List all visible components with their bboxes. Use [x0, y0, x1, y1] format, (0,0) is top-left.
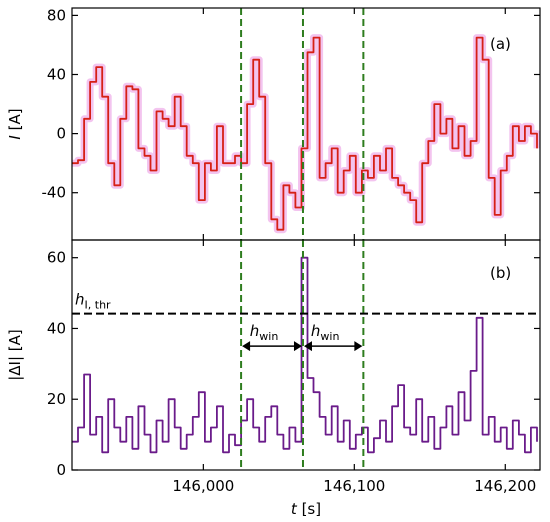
- y-axis-label-var: I: [6, 135, 24, 140]
- y-tick-label: -40: [42, 184, 67, 202]
- threshold-label-sub: I, thr: [85, 299, 112, 312]
- threshold-label-main: h: [75, 291, 85, 309]
- panel-label: (a): [490, 35, 511, 53]
- window-label-sub: win: [259, 330, 278, 343]
- line-halo: [72, 34, 541, 234]
- line: [72, 256, 538, 454]
- y-tick-label: 0: [56, 125, 66, 143]
- y-axis-label: |ΔI| [A]: [6, 329, 24, 381]
- axes-frame: [71, 239, 541, 471]
- x-tick-label: 146,100: [323, 477, 385, 495]
- x-axis-label-var: t: [291, 500, 298, 518]
- y-tick-label: 80: [47, 6, 66, 24]
- window-label-main: h: [311, 322, 321, 340]
- threshold-label: hI, thr: [75, 291, 111, 312]
- window-label: hwin: [250, 322, 279, 343]
- y-tick-label: 40: [47, 319, 66, 337]
- x-axis-label-unit: [s]: [297, 500, 321, 518]
- y-tick-label: 0: [56, 461, 66, 479]
- window-label-main: h: [250, 322, 260, 340]
- line: [72, 36, 538, 231]
- x-axis-label: t [s]: [291, 500, 321, 518]
- y-axis-label: I [A]: [6, 108, 24, 139]
- y-tick-label: 60: [47, 249, 66, 267]
- panel-label: (b): [490, 264, 511, 282]
- y-axis-label-unit: [A]: [6, 108, 24, 135]
- window-label-sub: win: [320, 330, 339, 343]
- y-tick-label: 40: [47, 65, 66, 83]
- y-tick-label: 20: [47, 390, 66, 408]
- x-tick-label: 146,200: [474, 477, 536, 495]
- window-label: hwin: [311, 322, 340, 343]
- x-tick-label: 146,000: [172, 477, 234, 495]
